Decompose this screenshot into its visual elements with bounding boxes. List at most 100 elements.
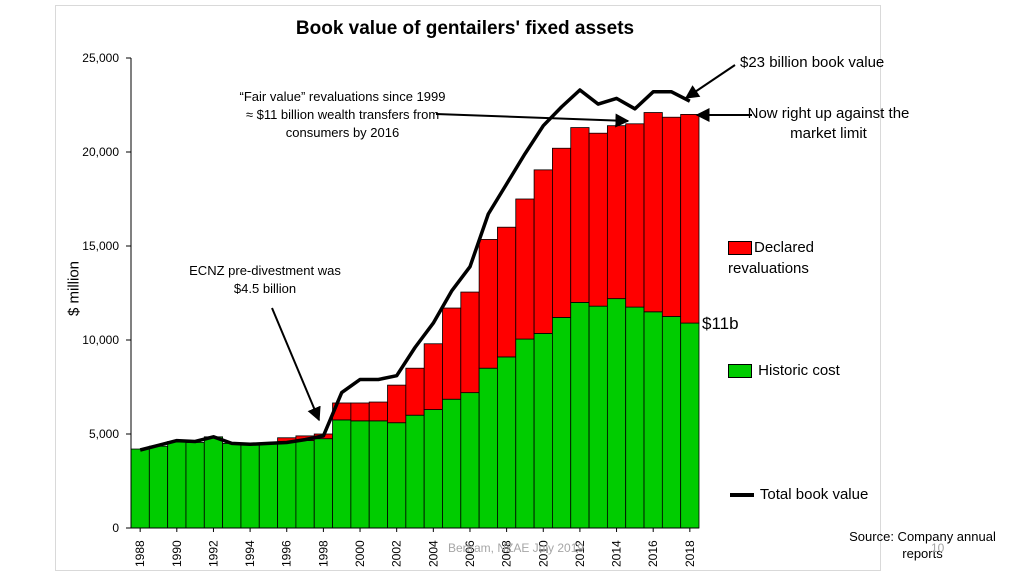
x-tick-label: 2016 (646, 540, 660, 567)
x-tick-label: 1994 (243, 540, 257, 567)
x-tick-label: 2018 (683, 540, 697, 567)
bar-historic-2004 (423, 409, 443, 529)
bar-historic-2010 (533, 333, 553, 529)
bar-historic-2018 (680, 322, 700, 529)
x-tick-label: 2008 (500, 540, 514, 567)
legend-historic: Historic cost (728, 362, 840, 379)
bar-revaluation-2003 (405, 367, 425, 416)
annotation-market-limit: Now right up against the market limit (747, 105, 910, 142)
x-tick-label: 1988 (133, 540, 147, 567)
y-tick-label: 25,000 (82, 51, 119, 65)
bar-historic-2001 (368, 420, 388, 529)
x-tick-label: 1998 (316, 540, 330, 567)
chart-title: Book value of gentailers' fixed assets (295, 18, 635, 39)
x-tick-label: 1996 (280, 540, 294, 567)
y-tick-label: 5,000 (89, 427, 119, 441)
bar-historic-2017 (661, 316, 682, 529)
slide-frame (55, 5, 881, 571)
bar-revaluation-2014 (606, 125, 627, 300)
bar-revaluation-2013 (588, 132, 608, 307)
bar-revaluation-2004 (423, 343, 443, 410)
bar-revaluation-2000 (350, 402, 370, 422)
bar-historic-2009 (515, 338, 535, 529)
legend-label-historic: Historic cost (758, 362, 840, 379)
y-tick-label: 20,000 (82, 145, 119, 159)
arrow-layer (271, 64, 752, 422)
annotation-ecnz: ECNZ pre-divestment was $4.5 billion (189, 263, 341, 296)
x-tick-label: 1990 (170, 540, 184, 567)
total-book-value-line (139, 88, 691, 452)
legend-swatch-red (728, 241, 752, 255)
bar-historic-2006 (460, 392, 480, 529)
source-note: Source: Company annual reports (849, 529, 996, 561)
x-tick-label: 2010 (536, 540, 550, 567)
bar-historic-1994 (240, 443, 260, 529)
x-tick-label: 2004 (426, 540, 440, 567)
x-tick-label: 2000 (353, 540, 367, 567)
bar-revaluation-2005 (442, 307, 462, 400)
bar-historic-1998 (313, 438, 333, 529)
y-tick-label: 10,000 (82, 333, 119, 347)
bar-historic-1991 (185, 442, 205, 529)
y-tick-label: 15,000 (82, 239, 119, 253)
bar-historic-1988 (130, 448, 150, 529)
legend-label-total: Total book value (759, 486, 869, 503)
annotation-fair-value: “Fair value” revaluations since 1999 ≈ $… (239, 89, 446, 140)
x-tick-label: 2006 (463, 540, 477, 567)
bar-historic-1992 (203, 436, 224, 529)
bar-revaluation-2012 (570, 127, 590, 303)
bar-revaluation-2006 (460, 291, 480, 394)
bar-revaluation-2018 (680, 114, 700, 324)
bar-historic-2000 (350, 420, 370, 529)
bar-revaluation-2010 (533, 169, 553, 334)
bar-historic-2002 (387, 422, 407, 529)
y-tick-label: 0 (112, 521, 119, 535)
bar-historic-1997 (295, 440, 315, 529)
x-tick-label: 1992 (206, 540, 220, 567)
bar-historic-2008 (497, 356, 517, 529)
bar-revaluation-2011 (552, 147, 572, 318)
annotation-23b: $23 billion book value (740, 54, 885, 71)
bar-revaluation-2009 (515, 198, 535, 340)
arrow-fair-value (435, 113, 630, 128)
bar-historic-1996 (277, 441, 297, 529)
bar-revaluation-2015 (625, 123, 645, 308)
bar-historic-1990 (167, 441, 187, 529)
bar-historic-2007 (478, 367, 498, 529)
bar-historic-1999 (332, 419, 352, 529)
legend-total: Total book value (730, 486, 868, 503)
footer-text: Bertram, NZAE July 2019 (448, 541, 585, 555)
bar-revaluation-2002 (387, 384, 407, 424)
x-tick-label: 2014 (610, 540, 624, 567)
legend-label-revaluations: Declared revaluations (728, 239, 815, 277)
x-tick-label: 2012 (573, 540, 587, 567)
bar-historic-2012 (570, 301, 590, 529)
bar-historic-1995 (258, 442, 278, 529)
bar-revaluation-2016 (643, 112, 663, 313)
bar-historic-1989 (148, 445, 169, 529)
bar-revaluation-2001 (368, 401, 388, 422)
bar-revaluation-2017 (661, 116, 682, 317)
bar-historic-1993 (222, 442, 242, 529)
page-number: 10 (931, 541, 945, 555)
axis-layer: 0 5,000 10,000 15,000 20,000 25,000 1988 1990 19… (82, 51, 699, 567)
x-tick-label: 2002 (390, 540, 404, 567)
bar-historic-2005 (442, 398, 462, 529)
bar-historic-2003 (405, 414, 425, 529)
legend-swatch-line (730, 493, 754, 498)
bar-historic-2013 (588, 305, 608, 529)
bar-revaluation-2007 (478, 239, 498, 369)
arrow-23b (684, 64, 736, 99)
annotation-11b: $11b (702, 314, 739, 333)
bar-historic-2014 (606, 298, 627, 529)
legend-swatch-green (728, 364, 752, 379)
bar-revaluation-2008 (497, 226, 517, 358)
line-layer (139, 88, 691, 452)
bar-historic-2015 (625, 306, 645, 529)
bar-historic-2011 (552, 317, 572, 529)
arrow-ecnz (271, 307, 321, 422)
legend-revaluations: Declared revaluations (728, 237, 848, 279)
bars-layer (130, 112, 700, 529)
bar-historic-2016 (643, 311, 663, 529)
